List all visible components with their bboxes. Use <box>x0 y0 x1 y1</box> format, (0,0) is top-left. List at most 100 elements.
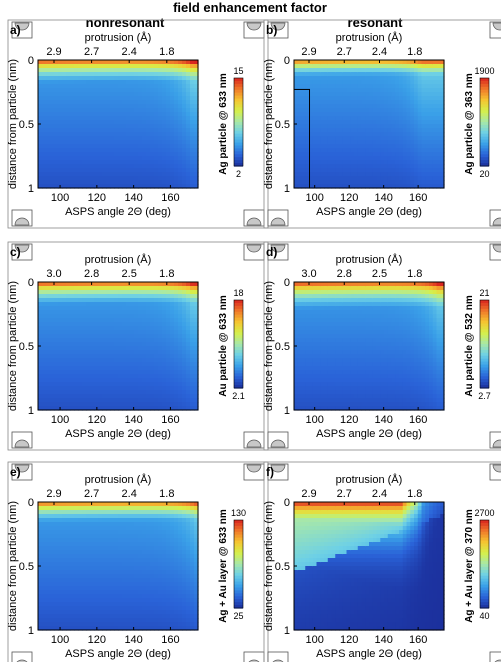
heatmap-cell <box>94 108 99 113</box>
heatmap-cell <box>98 346 103 351</box>
heatmap-cell <box>369 140 374 145</box>
heatmap-cell <box>354 398 359 403</box>
heatmap-cell <box>38 282 43 287</box>
heatmap-cell <box>335 386 340 391</box>
heatmap-cell <box>395 282 400 287</box>
heatmap-cell <box>312 302 318 307</box>
colorbar-segment <box>234 142 243 147</box>
colorbar-segment <box>234 107 243 111</box>
heatmap-cell <box>114 128 119 133</box>
heatmap-cell <box>194 156 199 161</box>
heatmap-cell <box>301 302 306 307</box>
x2-tick-label: 1.8 <box>159 46 174 58</box>
heatmap-cell <box>194 338 199 343</box>
heatmap-cell <box>186 358 191 363</box>
heatmap-cell <box>78 112 83 117</box>
heatmap-cell <box>316 362 321 367</box>
heatmap-cell <box>324 184 329 189</box>
heatmap-cell <box>436 140 441 145</box>
heatmap-cell <box>425 72 430 77</box>
heatmap-cell <box>86 346 91 351</box>
heatmap-cell <box>122 68 127 73</box>
heatmap-cell <box>46 342 51 347</box>
heatmap-cell <box>194 84 199 89</box>
heatmap-cell <box>414 80 419 85</box>
heatmap-cell <box>58 144 63 149</box>
heatmap-cell <box>320 120 325 125</box>
heatmap-cell <box>342 306 348 311</box>
heatmap-cell <box>194 64 199 69</box>
heatmap-cell <box>324 298 329 303</box>
heatmap-cell <box>106 294 111 299</box>
heatmap-cell <box>82 346 87 351</box>
heatmap-cell <box>122 306 127 311</box>
heatmap-cell <box>406 80 411 85</box>
heatmap-cell <box>94 338 99 343</box>
heatmap-cell <box>106 306 111 311</box>
heatmap-cell <box>320 132 325 137</box>
heatmap-cell <box>309 322 314 327</box>
heatmap-cell <box>146 382 151 387</box>
colorbar-segment <box>480 92 489 97</box>
colorbar-segment <box>234 95 243 100</box>
heatmap-cell <box>316 152 321 157</box>
heatmap-cell <box>384 382 389 387</box>
heatmap-cell <box>58 346 63 351</box>
heatmap-cell <box>126 282 131 287</box>
heatmap-cell <box>134 84 139 89</box>
heatmap-cell <box>170 338 175 343</box>
heatmap-cell <box>339 374 344 379</box>
heatmap-cell <box>365 112 370 117</box>
heatmap-cell <box>361 370 366 375</box>
heatmap-cell <box>316 326 321 331</box>
heatmap-cell <box>324 338 329 343</box>
heatmap-cell <box>342 390 348 395</box>
heatmap-cell <box>114 172 119 177</box>
heatmap-cell <box>339 160 344 165</box>
heatmap-cell <box>339 362 344 367</box>
heatmap-cell <box>110 180 115 185</box>
heatmap-cell <box>170 132 175 137</box>
heatmap-cell <box>174 76 179 81</box>
heatmap-cell <box>170 120 175 125</box>
heatmap-cell <box>58 60 63 65</box>
heatmap-cell <box>74 136 79 141</box>
heatmap-cell <box>90 338 95 343</box>
heatmap-cell <box>90 164 95 169</box>
heatmap-cell <box>324 104 329 109</box>
heatmap-cell <box>130 366 135 371</box>
heatmap-cell <box>178 92 183 97</box>
heatmap-cell <box>66 290 71 295</box>
heatmap-cell <box>327 96 333 101</box>
heatmap-cell <box>142 334 147 339</box>
heatmap-cell <box>178 306 183 311</box>
heatmap-cell <box>166 306 171 311</box>
heatmap-cell <box>174 326 179 331</box>
heatmap-cell <box>406 96 411 101</box>
x2-tick-label: 3.0 <box>46 268 61 280</box>
heatmap-cell <box>294 374 299 379</box>
heatmap-cell <box>194 370 199 375</box>
heatmap-cell <box>365 290 370 295</box>
heatmap-cell <box>354 318 359 323</box>
heatmap-cell <box>62 390 67 395</box>
heatmap-cell <box>162 64 167 69</box>
heatmap-cell <box>78 354 83 359</box>
heatmap-cell <box>432 64 438 69</box>
heatmap-cell <box>316 322 321 327</box>
heatmap-cell <box>406 152 411 157</box>
heatmap-cell <box>294 124 299 129</box>
heatmap-cell <box>54 152 59 157</box>
heatmap-cell <box>90 120 95 125</box>
heatmap-cell <box>174 172 179 177</box>
colorbar-segment <box>234 86 243 91</box>
heatmap-cell <box>301 172 306 177</box>
colorbar-segment <box>480 151 489 155</box>
heatmap-cell <box>142 318 147 323</box>
heatmap-cell <box>301 390 306 395</box>
heatmap-cell <box>174 164 179 169</box>
heatmap-cell <box>395 132 400 137</box>
heatmap-cell <box>354 164 359 169</box>
heatmap-cell <box>170 64 175 69</box>
heatmap-cell <box>178 168 183 173</box>
